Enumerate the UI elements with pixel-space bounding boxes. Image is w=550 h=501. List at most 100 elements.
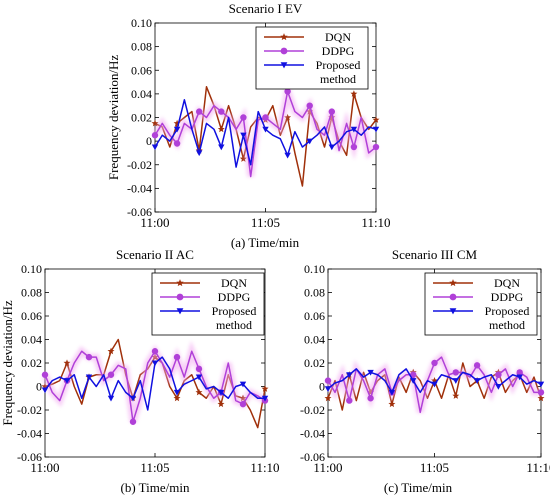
y-tick-label: 0.04 <box>131 87 152 101</box>
y-tick-label: 0 <box>146 134 152 148</box>
x-tick-label: 11:05 <box>420 460 449 475</box>
data-point-ddpg <box>537 389 545 396</box>
data-point-dqn <box>217 125 225 133</box>
x-axis-label: (a) Time/min <box>231 235 300 250</box>
chart-panel-scenario-2: -0.06 -0.04 -0.02 0 0.02 0.04 0.06 0.08 0.10 11:0… <box>0 247 280 495</box>
y-axis-label: Frequency deviation/Hz <box>0 300 15 425</box>
data-point-dqn <box>173 394 181 402</box>
data-point-ddpg <box>367 395 374 402</box>
legend-marker-proposed-method <box>176 308 184 315</box>
y-tick-label: 0.02 <box>131 111 152 125</box>
data-point-ddpg <box>240 114 247 121</box>
data-point-proposed-method <box>196 150 203 157</box>
data-point-ddpg <box>196 108 203 115</box>
data-point-dqn <box>151 119 159 127</box>
data-point-ddpg <box>173 353 181 361</box>
series-glow-ddpg <box>152 78 379 178</box>
y-tick-label: -0.04 <box>17 427 42 441</box>
data-point-ddpg <box>85 353 93 361</box>
y-tick-label: 0.08 <box>304 286 325 300</box>
y-tick-label: -0.02 <box>300 403 325 417</box>
x-tick-label: 11:00 <box>30 460 59 475</box>
data-point-proposed-method <box>473 378 481 384</box>
data-point-dqn <box>431 376 438 384</box>
legend-marker-dqn <box>280 33 288 41</box>
data-point-proposed-method <box>173 126 181 133</box>
y-tick-label: -0.06 <box>17 450 42 464</box>
y-tick-label: -0.02 <box>17 403 42 417</box>
x-tick-label: 11:05 <box>251 215 280 230</box>
legend-marker-ddpg <box>176 293 184 301</box>
data-point-dqn <box>173 119 181 127</box>
data-point-dqn <box>284 113 292 121</box>
data-point-proposed-method <box>63 378 71 384</box>
data-point-ddpg <box>151 132 159 139</box>
legend-label-ddpg: DDPG <box>491 290 524 304</box>
data-point-dqn <box>388 400 396 408</box>
y-tick-label: 0.10 <box>21 262 42 276</box>
data-point-dqn <box>41 382 49 390</box>
data-point-ddpg <box>41 371 49 378</box>
data-point-proposed-method <box>388 389 396 396</box>
y-tick-label: 0.10 <box>131 16 152 30</box>
data-point-proposed-method <box>328 144 335 151</box>
legend-label-dqn: DQN <box>221 276 247 290</box>
data-point-dqn <box>107 347 115 355</box>
legend-marker-ddpg <box>280 47 288 55</box>
data-point-ddpg <box>306 102 313 109</box>
x-tick-label: 11:00 <box>140 215 169 230</box>
data-point-proposed-method <box>306 138 313 145</box>
data-point-proposed-method <box>41 387 49 394</box>
legend-marker-dqn <box>449 279 457 287</box>
data-point-proposed-method <box>240 132 247 139</box>
series-ddpg <box>324 351 545 414</box>
legend-label-proposed-method: Proposed method <box>485 304 530 332</box>
data-point-ddpg <box>107 371 115 378</box>
legend-label-proposed-method: Proposed method <box>316 58 361 86</box>
y-axis-label: Frequency deviation/Hz <box>106 55 121 180</box>
data-point-dqn <box>261 385 269 392</box>
y-tick-label: 0.10 <box>304 262 325 276</box>
legend-label-proposed-method: Proposed method <box>212 304 257 332</box>
data-point-ddpg <box>173 140 181 147</box>
data-point-dqn <box>372 116 380 123</box>
data-point-proposed-method <box>262 126 269 133</box>
legend-label-ddpg: DDPG <box>218 290 251 304</box>
data-point-ddpg <box>218 108 225 115</box>
x-tick-label: 11:10 <box>526 460 550 475</box>
data-point-proposed-method <box>218 144 225 151</box>
data-point-proposed-method <box>261 395 269 402</box>
data-point-dqn <box>63 359 71 366</box>
data-point-proposed-method <box>151 360 159 367</box>
data-point-dqn <box>452 392 460 399</box>
y-tick-label: -0.02 <box>127 158 152 172</box>
data-point-proposed-method <box>537 381 545 388</box>
data-point-proposed-method <box>350 126 358 133</box>
data-point-proposed-method <box>516 374 523 381</box>
legend-marker-ddpg <box>449 293 457 301</box>
data-point-ddpg <box>495 371 502 378</box>
y-tick-label: 0.08 <box>131 40 152 54</box>
chart-title: Scenario III CM <box>392 247 478 262</box>
legend-label-dqn: DQN <box>325 30 351 44</box>
x-axis-label: (c) Time/min <box>384 480 453 495</box>
y-tick-label: 0.06 <box>131 63 152 77</box>
y-tick-label: 0.06 <box>304 309 325 323</box>
y-tick-label: -0.06 <box>300 450 325 464</box>
data-point-ddpg <box>151 348 159 355</box>
data-point-ddpg <box>324 377 332 384</box>
series-proposed-method <box>41 356 269 411</box>
y-tick-label: 0.02 <box>304 356 325 370</box>
data-point-proposed-method <box>284 152 291 159</box>
legend-marker-dqn <box>176 279 184 287</box>
data-point-ddpg <box>328 108 335 115</box>
legend-label-dqn: DQN <box>494 276 520 290</box>
data-point-proposed-method <box>129 395 137 402</box>
data-point-dqn <box>324 394 332 402</box>
data-point-proposed-method <box>410 378 417 384</box>
series-ddpg <box>41 340 269 425</box>
